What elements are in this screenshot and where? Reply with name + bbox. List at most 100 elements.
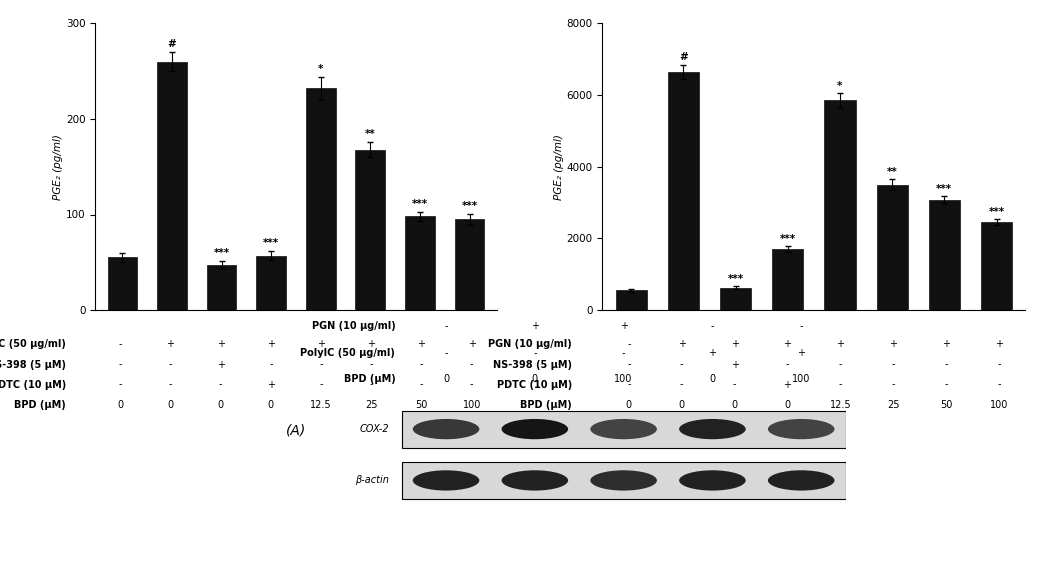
Text: +: + — [217, 339, 225, 349]
Text: -: - — [799, 321, 803, 332]
Text: 100: 100 — [463, 400, 481, 409]
Text: BPD (μM): BPD (μM) — [344, 374, 395, 384]
Text: -: - — [622, 347, 626, 358]
Text: -: - — [733, 380, 737, 390]
Text: -: - — [169, 360, 172, 370]
Text: 0: 0 — [267, 400, 274, 409]
Text: 25: 25 — [365, 400, 377, 409]
Text: ***: *** — [412, 199, 428, 209]
Text: 0: 0 — [443, 374, 449, 384]
Text: -: - — [997, 380, 1001, 390]
Text: ***: *** — [780, 234, 796, 244]
Ellipse shape — [412, 470, 480, 491]
Text: ***: *** — [937, 184, 952, 194]
Ellipse shape — [680, 419, 745, 439]
Ellipse shape — [590, 419, 656, 439]
Text: +: + — [678, 339, 686, 349]
Bar — [207, 265, 237, 310]
Text: -: - — [838, 360, 842, 370]
Text: -: - — [533, 347, 537, 358]
Text: 12.5: 12.5 — [830, 400, 851, 409]
Text: +: + — [797, 347, 805, 358]
Text: -: - — [680, 380, 684, 390]
Text: **: ** — [887, 167, 897, 177]
Text: **: ** — [365, 129, 375, 139]
Text: 0: 0 — [784, 400, 791, 409]
Text: #: # — [679, 53, 688, 63]
Text: NS-398 (5 μM): NS-398 (5 μM) — [0, 360, 66, 370]
Text: 12.5: 12.5 — [311, 400, 332, 409]
Text: 0: 0 — [532, 374, 538, 384]
Text: *: * — [837, 81, 842, 91]
Text: NS-398 (5 μM): NS-398 (5 μM) — [493, 360, 572, 370]
Ellipse shape — [590, 470, 656, 491]
Bar — [108, 257, 137, 310]
Text: -: - — [370, 360, 373, 370]
Text: PDTC (10 μM): PDTC (10 μM) — [497, 380, 572, 390]
Text: +: + — [730, 339, 739, 349]
Text: 100: 100 — [989, 400, 1008, 409]
Ellipse shape — [767, 470, 834, 491]
Text: +: + — [531, 321, 539, 332]
Text: -: - — [420, 360, 423, 370]
Text: -: - — [219, 380, 222, 390]
Text: ***: *** — [727, 274, 744, 284]
Y-axis label: PGE₂ (pg/ml): PGE₂ (pg/ml) — [554, 134, 563, 199]
Ellipse shape — [501, 419, 569, 439]
Text: PGN (10 μg/ml): PGN (10 μg/ml) — [488, 339, 572, 349]
Bar — [876, 185, 908, 310]
Text: 0: 0 — [167, 400, 173, 409]
Text: -: - — [319, 380, 322, 390]
Text: BPD (μM): BPD (μM) — [14, 400, 66, 409]
Text: -: - — [627, 339, 631, 349]
Text: -: - — [470, 380, 474, 390]
Text: +: + — [266, 380, 275, 390]
Bar — [455, 219, 484, 310]
Text: -: - — [997, 360, 1001, 370]
Text: -: - — [627, 380, 631, 390]
Bar — [355, 150, 385, 310]
Text: -: - — [891, 380, 895, 390]
Text: +: + — [708, 347, 717, 358]
Bar — [405, 216, 434, 310]
Text: PolyIC (50 μg/ml): PolyIC (50 μg/ml) — [0, 339, 66, 349]
Text: COX-2: COX-2 — [359, 424, 389, 434]
Text: 50: 50 — [940, 400, 952, 409]
Text: +: + — [418, 339, 426, 349]
Text: +: + — [317, 339, 326, 349]
Text: -: - — [420, 380, 423, 390]
Ellipse shape — [680, 470, 745, 491]
Bar — [720, 288, 752, 310]
Text: +: + — [619, 321, 628, 332]
Text: -: - — [118, 339, 122, 349]
Text: 0: 0 — [709, 374, 716, 384]
Text: -: - — [118, 360, 122, 370]
Text: +: + — [266, 339, 275, 349]
Text: -: - — [169, 380, 172, 390]
Bar — [615, 290, 647, 310]
Text: +: + — [217, 360, 225, 370]
Bar — [929, 199, 960, 310]
Text: -: - — [891, 360, 895, 370]
Text: +: + — [783, 339, 792, 349]
Text: ***: *** — [988, 207, 1004, 217]
Text: -: - — [319, 360, 322, 370]
Bar — [256, 256, 286, 310]
FancyBboxPatch shape — [402, 462, 846, 499]
Text: -: - — [944, 380, 948, 390]
Text: -: - — [785, 360, 790, 370]
Text: -: - — [118, 380, 122, 390]
Text: (B): (B) — [803, 424, 824, 438]
Text: +: + — [166, 339, 174, 349]
Text: +: + — [467, 339, 476, 349]
Text: (A): (A) — [285, 424, 307, 438]
Text: +: + — [730, 360, 739, 370]
Text: 25: 25 — [887, 400, 900, 409]
Text: BPD (μM): BPD (μM) — [520, 400, 572, 409]
Text: +: + — [783, 380, 792, 390]
Text: ***: *** — [462, 201, 478, 211]
Bar — [824, 101, 856, 310]
Text: 100: 100 — [614, 374, 633, 384]
Text: -: - — [444, 321, 448, 332]
Ellipse shape — [412, 419, 480, 439]
